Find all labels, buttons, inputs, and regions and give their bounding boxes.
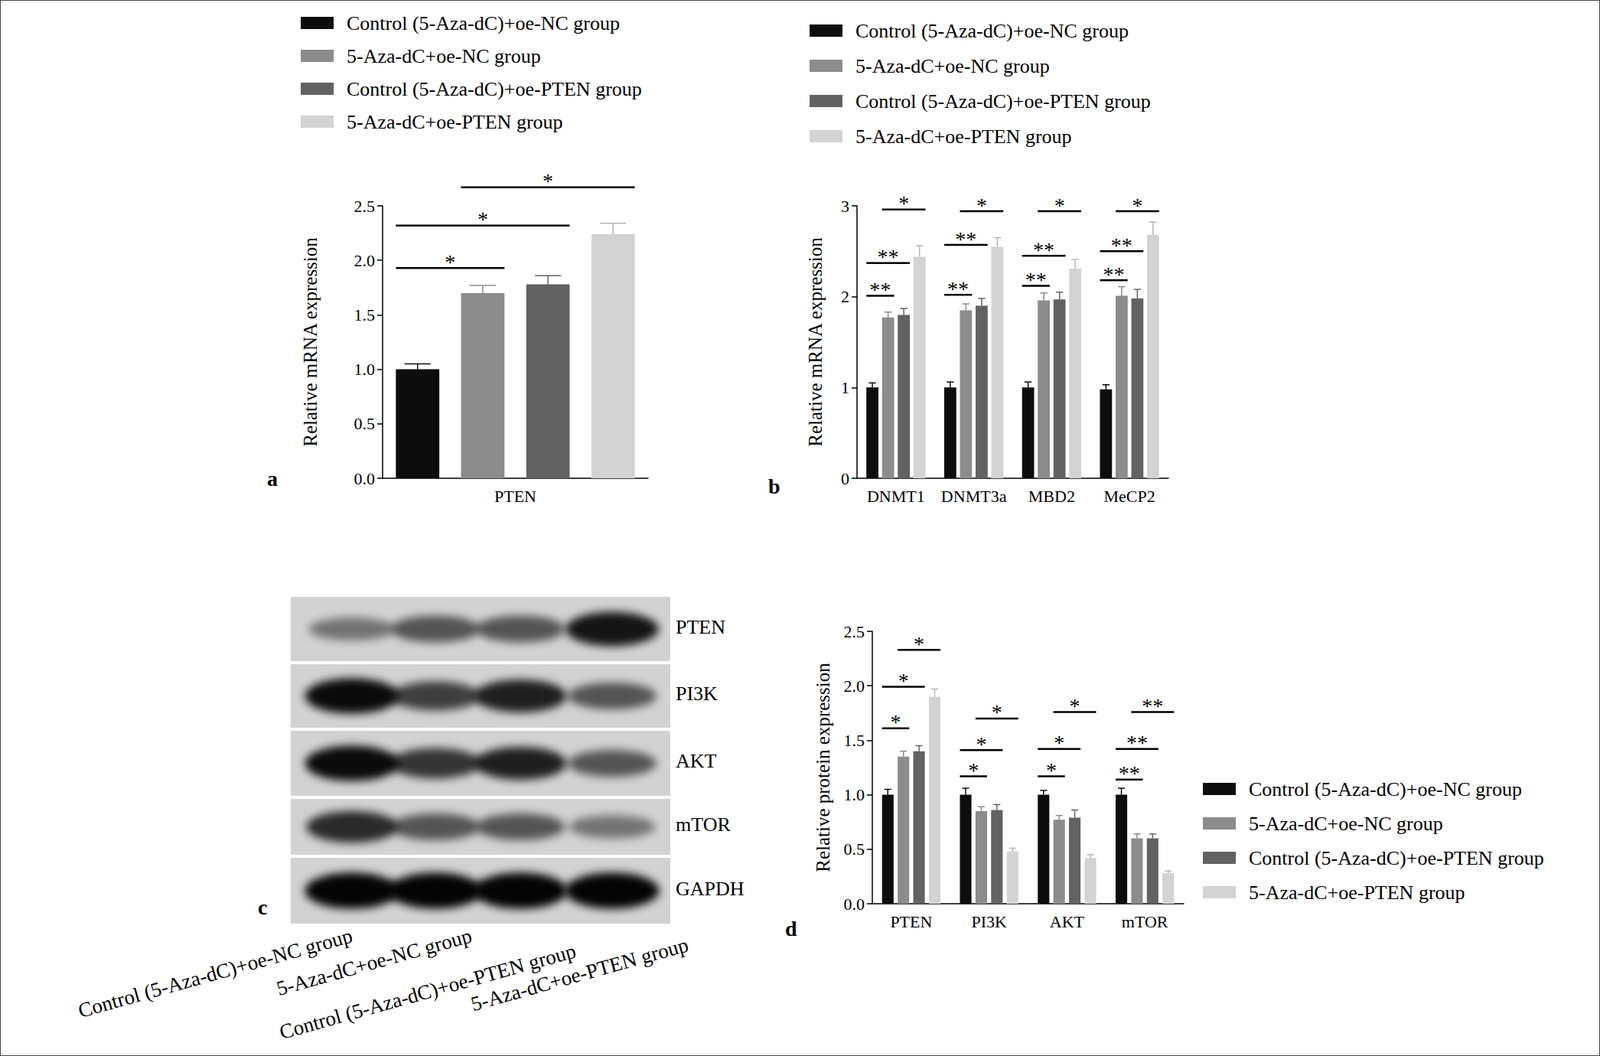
svg-text:DNMT1: DNMT1 <box>866 486 926 506</box>
html-text:b: b <box>768 474 781 499</box>
svg-text:5-Aza-dC+oe-PTEN group: 5-Aza-dC+oe-PTEN group <box>855 125 1073 148</box>
svg-text:AKT: AKT <box>1049 912 1086 932</box>
svg-text:PI3K: PI3K <box>675 682 718 705</box>
html-text:d: d <box>785 916 798 941</box>
svg-text:*: * <box>889 710 901 734</box>
svg-text:**: ** <box>1141 694 1164 718</box>
svg-text:1.5: 1.5 <box>354 305 376 325</box>
svg-text:0: 0 <box>840 469 850 489</box>
svg-text:*: * <box>1069 694 1081 718</box>
svg-text:*: * <box>1053 730 1065 755</box>
svg-text:*: * <box>1046 758 1057 783</box>
svg-text:**: ** <box>1118 761 1141 786</box>
svg-text:MBD2: MBD2 <box>1028 486 1076 506</box>
svg-text:5-Aza-dC+oe-PTEN group: 5-Aza-dC+oe-PTEN group <box>468 932 691 1016</box>
svg-text:2.5: 2.5 <box>354 196 376 216</box>
svg-text:1.0: 1.0 <box>354 359 376 379</box>
svg-text:*: * <box>976 193 988 218</box>
svg-text:5-Aza-dC+oe-NC group: 5-Aza-dC+oe-NC group <box>855 55 1050 78</box>
html-text:a: a <box>267 466 278 491</box>
svg-text:1.5: 1.5 <box>843 730 866 750</box>
svg-text:**: ** <box>947 276 969 301</box>
svg-text:5-Aza-dC+oe-PTEN group: 5-Aza-dC+oe-PTEN group <box>346 110 564 134</box>
svg-text:5-Aza-dC+oe-NC group: 5-Aza-dC+oe-NC group <box>273 923 475 1001</box>
svg-text:0.0: 0.0 <box>354 469 376 489</box>
svg-text:PTEN: PTEN <box>889 912 932 932</box>
svg-text:PTEN: PTEN <box>494 486 537 506</box>
svg-text:*: * <box>477 207 489 232</box>
svg-text:mTOR: mTOR <box>1121 912 1169 932</box>
svg-text:0.5: 0.5 <box>843 839 866 859</box>
svg-text:*: * <box>898 668 910 693</box>
svg-text:Control (5-Aza-dC)+oe-NC group: Control (5-Aza-dC)+oe-NC group <box>346 12 620 35</box>
svg-text:PI3K: PI3K <box>971 912 1007 932</box>
svg-text:Control (5-Aza-dC)+oe-PTEN gro: Control (5-Aza-dC)+oe-PTEN group <box>276 939 579 1044</box>
svg-text:*: * <box>542 169 554 193</box>
svg-text:Control (5-Aza-dC)+oe-PTEN gro: Control (5-Aza-dC)+oe-PTEN group <box>855 90 1151 113</box>
svg-text:0.0: 0.0 <box>843 894 866 914</box>
svg-text:Control (5-Aza-dC)+oe-PTEN gro: Control (5-Aza-dC)+oe-PTEN group <box>1248 847 1545 870</box>
svg-text:**: ** <box>1103 262 1125 287</box>
svg-text:0.5: 0.5 <box>354 413 376 434</box>
svg-text:5-Aza-dC+oe-NC group: 5-Aza-dC+oe-NC group <box>1248 812 1444 835</box>
svg-text:*: * <box>967 758 979 783</box>
html-text:c: c <box>257 895 268 919</box>
svg-text:**: ** <box>877 244 900 269</box>
svg-text:2.0: 2.0 <box>354 250 376 271</box>
svg-text:1.0: 1.0 <box>843 785 866 805</box>
svg-text:Relative mRNA expression: Relative mRNA expression <box>804 237 826 447</box>
svg-text:Control (5-Aza-dC)+oe-NC group: Control (5-Aza-dC)+oe-NC group <box>75 923 355 1023</box>
svg-text:DNMT3a: DNMT3a <box>941 486 1007 506</box>
svg-text:Control (5-Aza-dC)+oe-PTEN gro: Control (5-Aza-dC)+oe-PTEN group <box>346 78 642 101</box>
svg-text:**: ** <box>869 277 891 302</box>
svg-text:*: * <box>975 732 987 757</box>
svg-text:MeCP2: MeCP2 <box>1104 486 1156 506</box>
svg-text:*: * <box>1131 193 1143 218</box>
svg-text:2.5: 2.5 <box>843 622 866 642</box>
svg-text:*: * <box>444 250 456 274</box>
svg-text:Relative protein expression: Relative protein expression <box>812 662 834 873</box>
svg-text:**: ** <box>1032 237 1055 262</box>
svg-text:**: ** <box>1025 267 1047 292</box>
svg-text:5-Aza-dC+oe-PTEN group: 5-Aza-dC+oe-PTEN group <box>1248 881 1466 904</box>
svg-text:3: 3 <box>840 196 850 216</box>
svg-text:2.0: 2.0 <box>843 676 866 696</box>
svg-text:*: * <box>898 191 910 216</box>
svg-text:**: ** <box>954 227 977 251</box>
svg-text:5-Aza-dC+oe-NC group: 5-Aza-dC+oe-NC group <box>346 45 541 68</box>
svg-text:**: ** <box>1111 233 1133 258</box>
svg-text:Relative mRNA expression: Relative mRNA expression <box>299 237 321 447</box>
svg-text:*: * <box>1054 193 1066 218</box>
svg-text:AKT: AKT <box>675 749 717 773</box>
svg-text:2: 2 <box>840 286 850 307</box>
svg-text:*: * <box>991 700 1003 724</box>
svg-text:1: 1 <box>840 378 850 398</box>
svg-text:mTOR: mTOR <box>675 813 731 836</box>
svg-text:Control (5-Aza-dC)+oe-NC group: Control (5-Aza-dC)+oe-NC group <box>1248 778 1522 801</box>
svg-text:*: * <box>913 632 925 656</box>
svg-text:**: ** <box>1126 730 1148 755</box>
svg-text:Control (5-Aza-dC)+oe-NC group: Control (5-Aza-dC)+oe-NC group <box>855 19 1129 43</box>
svg-text:PTEN: PTEN <box>675 615 726 639</box>
svg-text:GAPDH: GAPDH <box>675 877 745 900</box>
